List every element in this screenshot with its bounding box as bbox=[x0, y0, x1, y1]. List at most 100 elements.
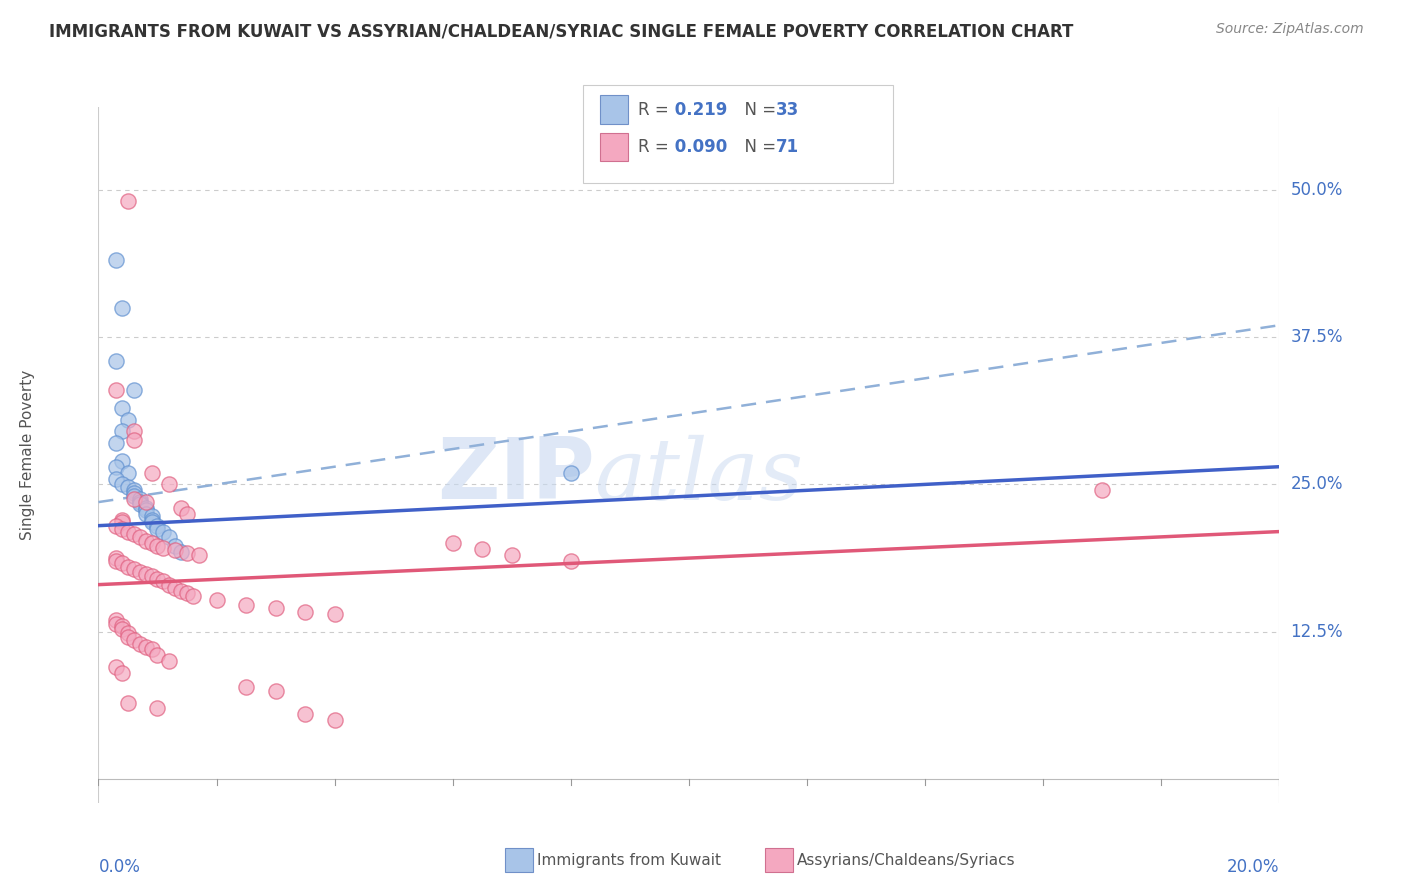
Point bbox=[165, 543, 187, 558]
Point bbox=[111, 477, 134, 491]
Point bbox=[157, 477, 180, 491]
Point bbox=[294, 707, 316, 722]
Point bbox=[128, 531, 150, 545]
Point bbox=[135, 567, 157, 582]
Point bbox=[105, 459, 128, 474]
Point bbox=[111, 301, 134, 315]
Point bbox=[105, 471, 128, 485]
Point bbox=[117, 696, 139, 710]
Point bbox=[105, 353, 128, 368]
Point bbox=[152, 541, 174, 555]
Point bbox=[105, 550, 128, 565]
Point bbox=[122, 491, 145, 506]
Point bbox=[111, 401, 134, 415]
Point bbox=[111, 623, 134, 637]
Point bbox=[135, 534, 157, 549]
Point bbox=[170, 544, 193, 558]
Text: Source: ZipAtlas.com: Source: ZipAtlas.com bbox=[1216, 22, 1364, 37]
Text: N =: N = bbox=[734, 101, 782, 119]
Point bbox=[128, 498, 150, 512]
Point bbox=[122, 425, 145, 439]
Point bbox=[181, 590, 204, 604]
Text: ZIP: ZIP bbox=[437, 434, 595, 517]
Point bbox=[105, 613, 128, 627]
Point bbox=[157, 531, 180, 545]
Point bbox=[128, 495, 150, 509]
Point bbox=[117, 412, 139, 426]
Point bbox=[176, 586, 198, 600]
Text: 0.0%: 0.0% bbox=[98, 858, 141, 877]
Point bbox=[176, 546, 198, 560]
Point bbox=[146, 539, 169, 553]
Point bbox=[170, 583, 193, 598]
Point bbox=[135, 500, 157, 515]
Point bbox=[135, 495, 157, 509]
Point bbox=[141, 466, 163, 480]
Point bbox=[141, 569, 163, 583]
Point bbox=[146, 518, 169, 533]
Point bbox=[146, 648, 169, 663]
Point bbox=[105, 518, 128, 533]
Point bbox=[146, 572, 169, 586]
Point bbox=[111, 522, 134, 536]
Point bbox=[471, 542, 494, 557]
Point bbox=[122, 433, 145, 447]
Point bbox=[128, 565, 150, 579]
Point bbox=[117, 560, 139, 574]
Text: atlas: atlas bbox=[595, 434, 804, 517]
Point bbox=[141, 642, 163, 657]
Text: 12.5%: 12.5% bbox=[1291, 623, 1343, 640]
Point bbox=[146, 522, 169, 536]
Point bbox=[170, 500, 193, 515]
Point bbox=[111, 666, 134, 681]
Point bbox=[111, 557, 134, 571]
Point bbox=[501, 548, 523, 562]
Text: 0.090: 0.090 bbox=[669, 138, 727, 156]
Point bbox=[560, 466, 582, 480]
Point bbox=[294, 605, 316, 619]
Text: Immigrants from Kuwait: Immigrants from Kuwait bbox=[537, 854, 721, 868]
Point bbox=[111, 619, 134, 633]
Point bbox=[122, 562, 145, 576]
Point bbox=[264, 601, 287, 615]
Point bbox=[441, 536, 464, 550]
Point bbox=[165, 539, 187, 553]
Text: R =: R = bbox=[638, 138, 675, 156]
Point bbox=[152, 574, 174, 588]
Point bbox=[122, 527, 145, 541]
Text: 25.0%: 25.0% bbox=[1291, 475, 1343, 493]
Point bbox=[105, 436, 128, 450]
Text: 33: 33 bbox=[776, 101, 800, 119]
Point bbox=[117, 480, 139, 494]
Point bbox=[135, 640, 157, 654]
Text: 71: 71 bbox=[776, 138, 799, 156]
Point bbox=[111, 454, 134, 468]
Point bbox=[122, 633, 145, 648]
Point bbox=[117, 194, 139, 209]
Point bbox=[165, 581, 187, 595]
Point bbox=[235, 680, 257, 694]
Point bbox=[235, 598, 257, 612]
Point bbox=[264, 683, 287, 698]
Point bbox=[135, 507, 157, 521]
Point bbox=[105, 660, 128, 674]
Point bbox=[117, 466, 139, 480]
Point bbox=[135, 503, 157, 517]
Point bbox=[105, 253, 128, 268]
Point bbox=[152, 524, 174, 539]
Text: 50.0%: 50.0% bbox=[1291, 180, 1343, 199]
Text: 20.0%: 20.0% bbox=[1227, 858, 1279, 877]
Point bbox=[111, 425, 134, 439]
Point bbox=[187, 548, 209, 562]
Point bbox=[146, 701, 169, 715]
Point bbox=[157, 654, 180, 668]
Point bbox=[105, 383, 128, 397]
Point bbox=[141, 536, 163, 550]
Point bbox=[105, 616, 128, 631]
Point bbox=[141, 513, 163, 527]
Text: R =: R = bbox=[638, 101, 675, 119]
Text: 0.219: 0.219 bbox=[669, 101, 728, 119]
Point bbox=[117, 626, 139, 640]
Text: Single Female Poverty: Single Female Poverty bbox=[20, 370, 35, 540]
Text: N =: N = bbox=[734, 138, 782, 156]
